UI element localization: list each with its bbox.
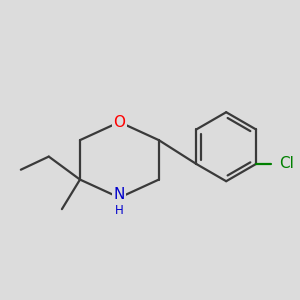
- Text: Cl: Cl: [279, 157, 294, 172]
- Text: H: H: [115, 204, 124, 217]
- Text: O: O: [113, 115, 125, 130]
- Text: N: N: [114, 187, 125, 202]
